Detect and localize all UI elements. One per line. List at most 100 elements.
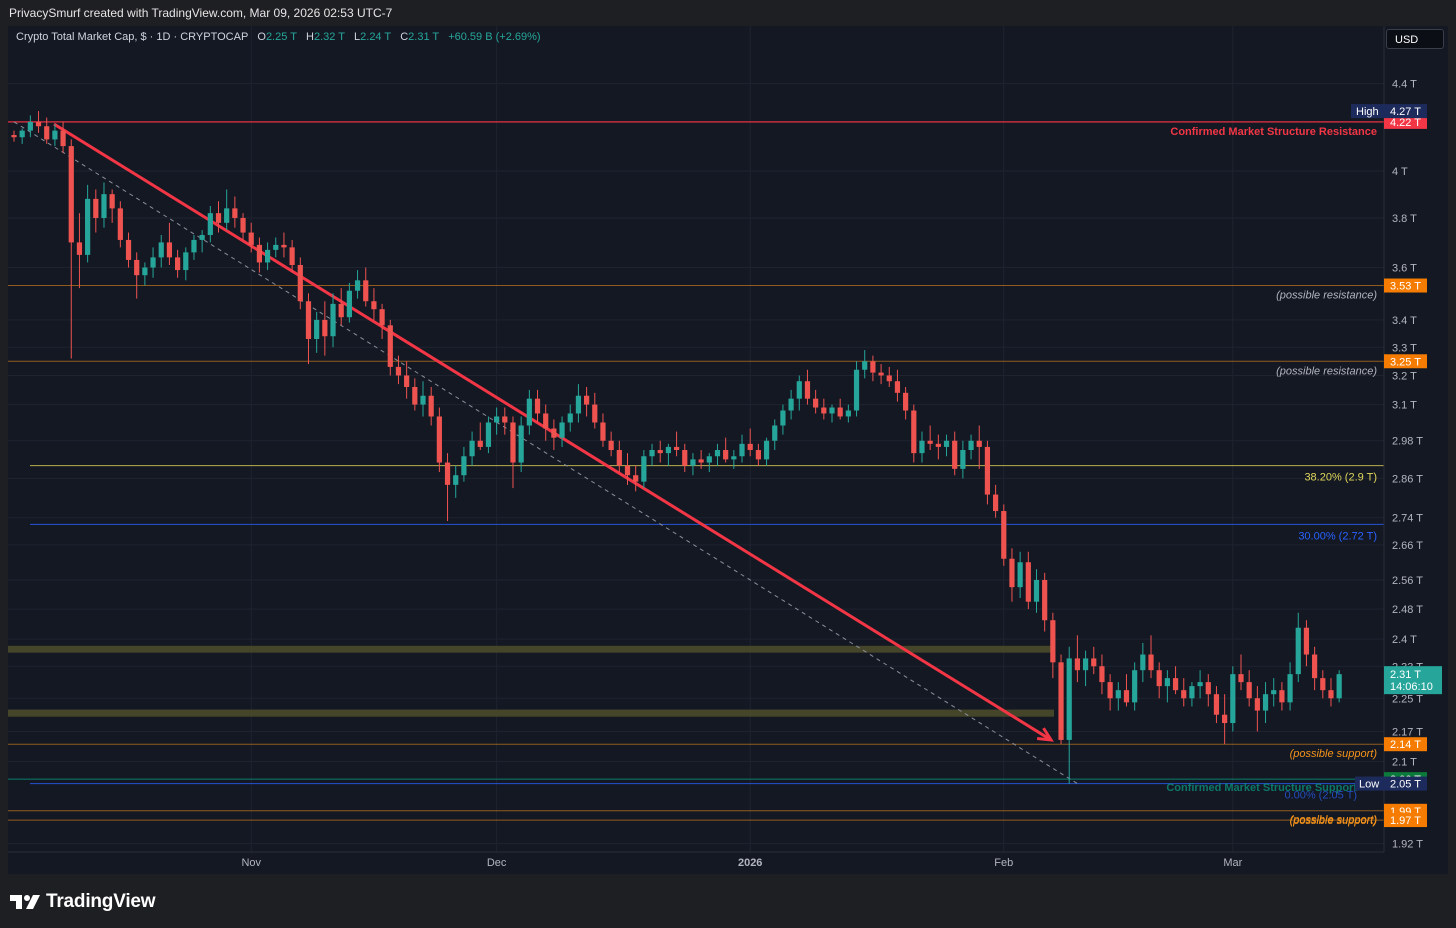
high-label-bg	[1351, 104, 1384, 119]
candle	[1336, 670, 1342, 703]
candle-body	[1017, 562, 1023, 588]
candle	[1001, 504, 1007, 566]
candle	[1050, 612, 1056, 679]
candle-body	[1009, 558, 1015, 588]
high-price-tag-bg	[1384, 104, 1427, 119]
low-label-bg	[1355, 776, 1384, 791]
candle	[428, 386, 434, 426]
candle-body	[338, 303, 344, 318]
level-price-tag-text: 3.53 T	[1390, 281, 1421, 293]
candles[interactable]	[11, 111, 1342, 784]
candle-body	[772, 425, 778, 441]
x-tick-label: Mar	[1223, 857, 1242, 869]
candle	[314, 311, 320, 353]
candle-body	[551, 428, 557, 438]
candle-body	[289, 247, 295, 265]
y-tick-label: 3.4 T	[1392, 315, 1417, 327]
candle	[469, 431, 475, 466]
candle-body	[780, 410, 786, 426]
candle-body	[1164, 678, 1170, 687]
candle	[633, 465, 639, 492]
candle-body	[706, 456, 712, 463]
candle	[273, 237, 279, 258]
footer	[0, 876, 1456, 928]
level-price-tag-text: 2.14 T	[1390, 739, 1421, 751]
candle	[453, 465, 459, 498]
candle	[1279, 682, 1285, 711]
candle-body	[960, 450, 966, 469]
axes: 4.4 T 4 T 3.8 T 3.6 T 3.4 T 3.3 T 3.2 T 3.1 T 2.…	[8, 26, 1423, 869]
candle-body	[518, 425, 524, 463]
candle-body	[232, 208, 238, 218]
candle-body	[453, 475, 459, 485]
candle	[1123, 674, 1130, 707]
last-price-tag-bg	[1384, 666, 1442, 695]
candle	[608, 431, 614, 457]
candle-body	[134, 259, 140, 276]
candle-body	[1042, 579, 1048, 621]
candle	[567, 404, 573, 432]
candle	[158, 235, 164, 268]
candle	[723, 437, 729, 463]
candle	[289, 239, 295, 273]
candle-body	[420, 395, 426, 405]
trend-lines[interactable]	[13, 121, 1078, 785]
candle-body	[673, 446, 680, 451]
candle-body	[919, 440, 925, 454]
candle	[1091, 646, 1097, 675]
candle	[27, 115, 33, 138]
candle-body	[485, 422, 492, 447]
candle-body	[297, 264, 303, 302]
candle-body	[559, 422, 565, 438]
candle	[731, 450, 737, 469]
candle-body	[183, 252, 189, 271]
candle-body	[731, 456, 737, 460]
candle	[870, 355, 876, 382]
candle	[1132, 662, 1138, 711]
candle	[248, 222, 254, 253]
tradingview-logo[interactable]: TradingView	[10, 890, 156, 914]
candle	[911, 404, 917, 463]
y-tick-label: 2.25 T	[1392, 693, 1423, 705]
chart-pane[interactable]	[8, 26, 1448, 874]
candle	[1074, 635, 1080, 683]
low-label: Low	[1359, 779, 1379, 791]
candle-body	[191, 239, 197, 253]
candle-body	[215, 213, 222, 223]
attribution-text: PrivacySmurf created with TradingView.co…	[9, 6, 393, 20]
candle-body	[1230, 674, 1236, 724]
candle	[682, 443, 688, 473]
currency-button[interactable]: USD	[1386, 29, 1444, 49]
candle	[134, 252, 140, 299]
candle-body	[845, 410, 851, 417]
candle	[772, 419, 778, 451]
candle-body	[125, 239, 132, 260]
level-price-tag-text: 3.25 T	[1390, 356, 1421, 368]
candle	[93, 189, 99, 233]
candle	[1222, 694, 1228, 745]
candle-body	[633, 475, 639, 482]
price-levels[interactable]	[8, 121, 1384, 821]
candle-body	[428, 395, 434, 417]
candle	[371, 288, 377, 320]
candle	[559, 416, 565, 447]
candle-body	[1287, 674, 1293, 703]
candle	[379, 303, 385, 339]
y-tick-label: 2.48 T	[1392, 604, 1423, 616]
candle-body	[412, 386, 418, 405]
last-price-countdown: 14:06:10	[1390, 681, 1433, 693]
candle	[199, 230, 205, 253]
candle	[837, 398, 843, 420]
candle	[690, 453, 696, 476]
candle-body	[93, 198, 99, 218]
candle-body	[862, 361, 868, 370]
candle-body	[461, 456, 467, 476]
candle	[616, 440, 622, 473]
close-value: 2.31 T	[408, 31, 440, 43]
candle	[853, 361, 860, 417]
candle	[477, 422, 483, 451]
candle-body	[788, 398, 794, 411]
candle-body	[641, 456, 647, 482]
trendline-arrowhead	[1036, 727, 1054, 742]
